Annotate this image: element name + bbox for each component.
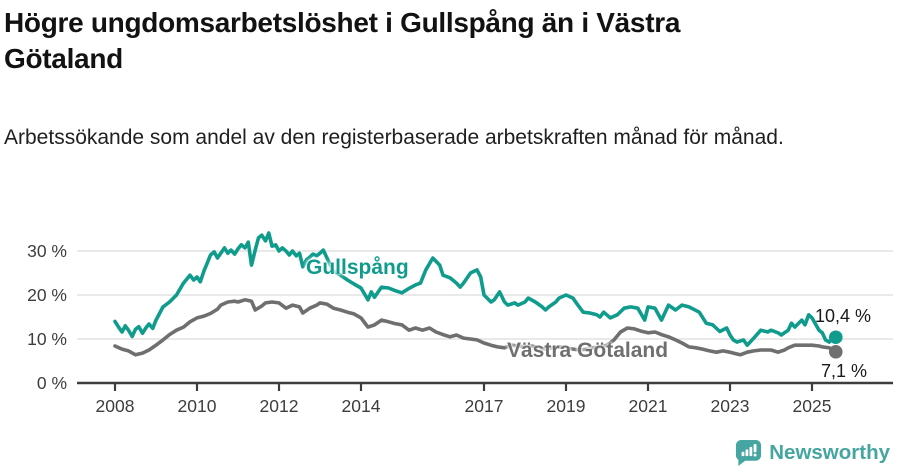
svg-text:2019: 2019	[547, 396, 586, 416]
svg-text:2021: 2021	[629, 396, 668, 416]
series-label-vastra-gotaland: Västra Götaland	[507, 339, 669, 362]
page-title: Högre ungdomsarbetslöshet i Gullspång än…	[4, 7, 681, 75]
series-label-gullspang: Gullspång	[306, 256, 409, 279]
svg-text:10 %: 10 %	[27, 329, 67, 349]
svg-text:30 %: 30 %	[27, 241, 67, 261]
newsworthy-logo-icon	[736, 439, 762, 467]
svg-text:2025: 2025	[793, 396, 832, 416]
end-value-vastra-gotaland: 7,1 %	[821, 361, 868, 381]
svg-text:2010: 2010	[178, 396, 217, 416]
svg-text:2008: 2008	[96, 396, 135, 416]
svg-text:2017: 2017	[465, 396, 504, 416]
newsworthy-attribution[interactable]: Newsworthy	[735, 439, 890, 467]
brand-name: Newsworthy	[769, 441, 890, 464]
end-value-gullspang: 10,4 %	[815, 306, 872, 326]
svg-text:2023: 2023	[711, 396, 750, 416]
svg-text:2012: 2012	[260, 396, 299, 416]
svg-text:0 %: 0 %	[37, 373, 67, 393]
chart-subtitle: Arbetssökande som andel av den registerb…	[4, 126, 784, 149]
svg-text:20 %: 20 %	[27, 285, 67, 305]
svg-text:2014: 2014	[342, 396, 381, 416]
